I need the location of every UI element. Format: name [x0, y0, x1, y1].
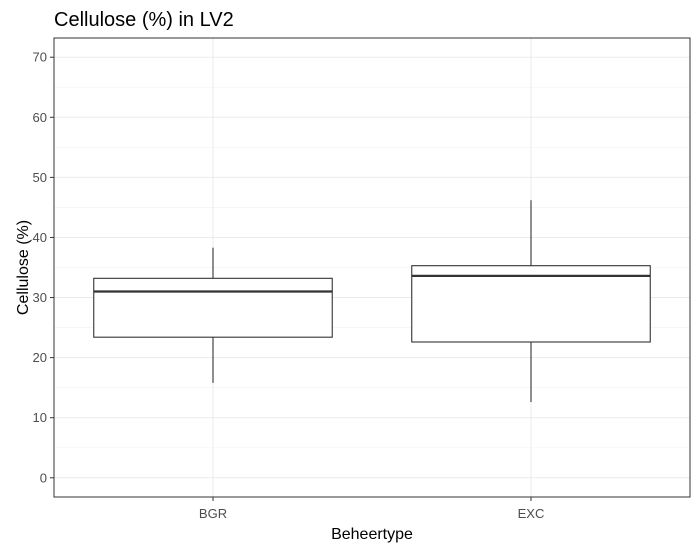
y-tick-label: 50 — [33, 170, 47, 185]
chart-title: Cellulose (%) in LV2 — [54, 9, 234, 31]
box-iqr — [93, 277, 333, 338]
y-tick-label: 10 — [33, 410, 47, 425]
box-iqr — [411, 265, 651, 343]
x-tick-label: BGR — [199, 506, 227, 521]
y-tick-label: 30 — [33, 290, 47, 305]
x-axis-ticks: BGR EXC — [199, 497, 544, 521]
y-tick-label: 70 — [33, 50, 47, 65]
box-exc — [411, 200, 651, 403]
y-tick-label: 60 — [33, 110, 47, 125]
x-tick-label: EXC — [518, 506, 545, 521]
box-bgr — [93, 247, 333, 383]
boxes — [93, 200, 651, 403]
plot-panel-border — [53, 37, 691, 498]
y-axis-ticks: 0 10 20 30 40 50 60 70 — [33, 50, 54, 485]
x-axis-title: Beheertype — [331, 526, 413, 543]
y-axis-title: Cellulose (%) — [15, 220, 32, 315]
y-tick-label: 0 — [40, 470, 47, 485]
y-tick-label: 20 — [33, 350, 47, 365]
y-tick-label: 40 — [33, 230, 47, 245]
